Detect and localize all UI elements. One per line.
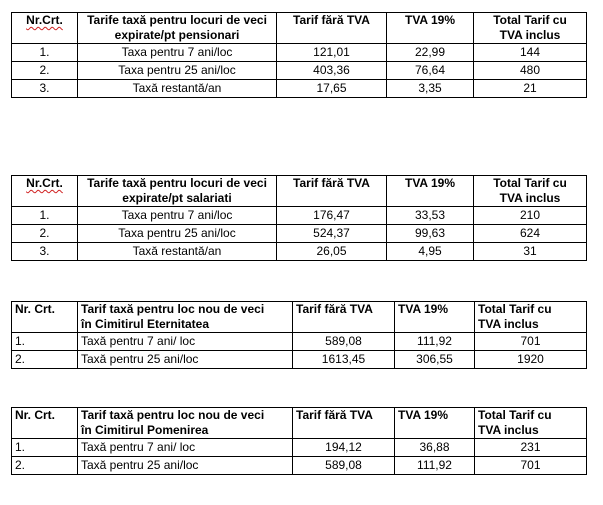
fee-table-eternitatea: Nr. Crt. Tarif taxă pentru loc nou de ve… [11, 301, 587, 369]
cell-total: 480 [473, 61, 587, 80]
table-row: 2. Taxă pentru 25 ani/loc 589,08 111,92 … [11, 456, 587, 475]
cell-nr: 2. [11, 456, 78, 475]
table-row: 3. Taxă restantă/an 17,65 3,35 21 [11, 79, 587, 98]
cell-desc: Taxă pentru 7 ani/ loc [77, 438, 293, 457]
cell-fara-tva: 17,65 [276, 79, 387, 98]
cell-fara-tva: 1613,45 [292, 350, 395, 369]
header-tva: TVA 19% [386, 175, 474, 207]
cell-fara-tva: 194,12 [292, 438, 395, 457]
cell-nr: 1. [11, 438, 78, 457]
cell-desc: Taxa pentru 25 ani/loc [77, 224, 277, 243]
table-row: 2. Taxa pentru 25 ani/loc 524,37 99,63 6… [11, 224, 587, 243]
table-row: 1. Taxa pentru 7 ani/loc 121,01 22,99 14… [11, 43, 587, 62]
fee-table-salariati: Nr.Crt. Tarife taxă pentru locuri de vec… [11, 175, 587, 261]
cell-tva: 36,88 [394, 438, 475, 457]
fee-table-pomenirea: Nr. Crt. Tarif taxă pentru loc nou de ve… [11, 407, 587, 475]
cell-fara-tva: 26,05 [276, 242, 387, 261]
cell-tva: 22,99 [386, 43, 474, 62]
cell-fara-tva: 589,08 [292, 456, 395, 475]
cell-total: 624 [473, 224, 587, 243]
header-tva: TVA 19% [386, 12, 474, 44]
cell-nr: 1. [11, 332, 78, 351]
cell-tva: 4,95 [386, 242, 474, 261]
cell-desc: Taxa pentru 7 ani/loc [77, 43, 277, 62]
header-description: Tarife taxă pentru locuri de veci expira… [77, 12, 277, 44]
cell-desc: Taxa pentru 7 ani/loc [77, 206, 277, 225]
header-tva: TVA 19% [394, 301, 475, 333]
cell-nr: 2. [11, 61, 78, 80]
cell-nr: 3. [11, 242, 78, 261]
cell-fara-tva: 403,36 [276, 61, 387, 80]
cell-tva: 99,63 [386, 224, 474, 243]
cell-total: 701 [474, 456, 587, 475]
table-row: 2. Taxă pentru 25 ani/loc 1613,45 306,55… [11, 350, 587, 369]
header-description: Tarife taxă pentru locuri de veci expira… [77, 175, 277, 207]
header-total: Total Tarif cu TVA inclus [473, 12, 587, 44]
header-nr-crt: Nr.Crt. [11, 175, 78, 207]
cell-desc: Taxă pentru 25 ani/loc [77, 456, 293, 475]
header-total: Total Tarif cu TVA inclus [474, 301, 587, 333]
fee-table-pensionari: Nr.Crt. Tarife taxă pentru locuri de vec… [11, 12, 587, 98]
cell-desc: Taxă restantă/an [77, 79, 277, 98]
cell-total: 31 [473, 242, 587, 261]
cell-nr: 2. [11, 350, 78, 369]
header-tarif-fara-tva: Tarif fără TVA [292, 407, 395, 439]
cell-tva: 111,92 [394, 456, 475, 475]
cell-fara-tva: 176,47 [276, 206, 387, 225]
cell-total: 231 [474, 438, 587, 457]
header-nr-crt: Nr.Crt. [11, 12, 78, 44]
cell-nr: 3. [11, 79, 78, 98]
cell-nr: 1. [11, 43, 78, 62]
cell-fara-tva: 121,01 [276, 43, 387, 62]
cell-tva: 33,53 [386, 206, 474, 225]
table-row: 1. Taxa pentru 7 ani/loc 176,47 33,53 21… [11, 206, 587, 225]
cell-total: 144 [473, 43, 587, 62]
table-header-row: Nr.Crt. Tarife taxă pentru locuri de vec… [11, 175, 587, 207]
table-header-row: Nr. Crt. Tarif taxă pentru loc nou de ve… [11, 301, 587, 333]
cell-fara-tva: 524,37 [276, 224, 387, 243]
header-description: Tarif taxă pentru loc nou de veci în Cim… [77, 407, 293, 439]
table-row: 1. Taxă pentru 7 ani/ loc 194,12 36,88 2… [11, 438, 587, 457]
cell-tva: 306,55 [394, 350, 475, 369]
table-header-row: Nr. Crt. Tarif taxă pentru loc nou de ve… [11, 407, 587, 439]
header-tarif-fara-tva: Tarif fără TVA [276, 175, 387, 207]
cell-fara-tva: 589,08 [292, 332, 395, 351]
cell-nr: 2. [11, 224, 78, 243]
header-description: Tarif taxă pentru loc nou de veci în Cim… [77, 301, 293, 333]
cell-desc: Taxă pentru 7 ani/ loc [77, 332, 293, 351]
cell-tva: 111,92 [394, 332, 475, 351]
header-nr-crt: Nr. Crt. [11, 407, 78, 439]
header-tarif-fara-tva: Tarif fără TVA [292, 301, 395, 333]
table-row: 2. Taxa pentru 25 ani/loc 403,36 76,64 4… [11, 61, 587, 80]
cell-nr: 1. [11, 206, 78, 225]
cell-total: 21 [473, 79, 587, 98]
header-tarif-fara-tva: Tarif fără TVA [276, 12, 387, 44]
header-total: Total Tarif cu TVA inclus [474, 407, 587, 439]
table-row: 3. Taxă restantă/an 26,05 4,95 31 [11, 242, 587, 261]
header-total: Total Tarif cu TVA inclus [473, 175, 587, 207]
cell-total: 1920 [474, 350, 587, 369]
table-row: 1. Taxă pentru 7 ani/ loc 589,08 111,92 … [11, 332, 587, 351]
cell-desc: Taxă pentru 25 ani/loc [77, 350, 293, 369]
header-tva: TVA 19% [394, 407, 475, 439]
cell-desc: Taxa pentru 25 ani/loc [77, 61, 277, 80]
cell-total: 701 [474, 332, 587, 351]
cell-desc: Taxă restantă/an [77, 242, 277, 261]
header-nr-crt: Nr. Crt. [11, 301, 78, 333]
cell-tva: 76,64 [386, 61, 474, 80]
cell-total: 210 [473, 206, 587, 225]
cell-tva: 3,35 [386, 79, 474, 98]
table-header-row: Nr.Crt. Tarife taxă pentru locuri de vec… [11, 12, 587, 44]
